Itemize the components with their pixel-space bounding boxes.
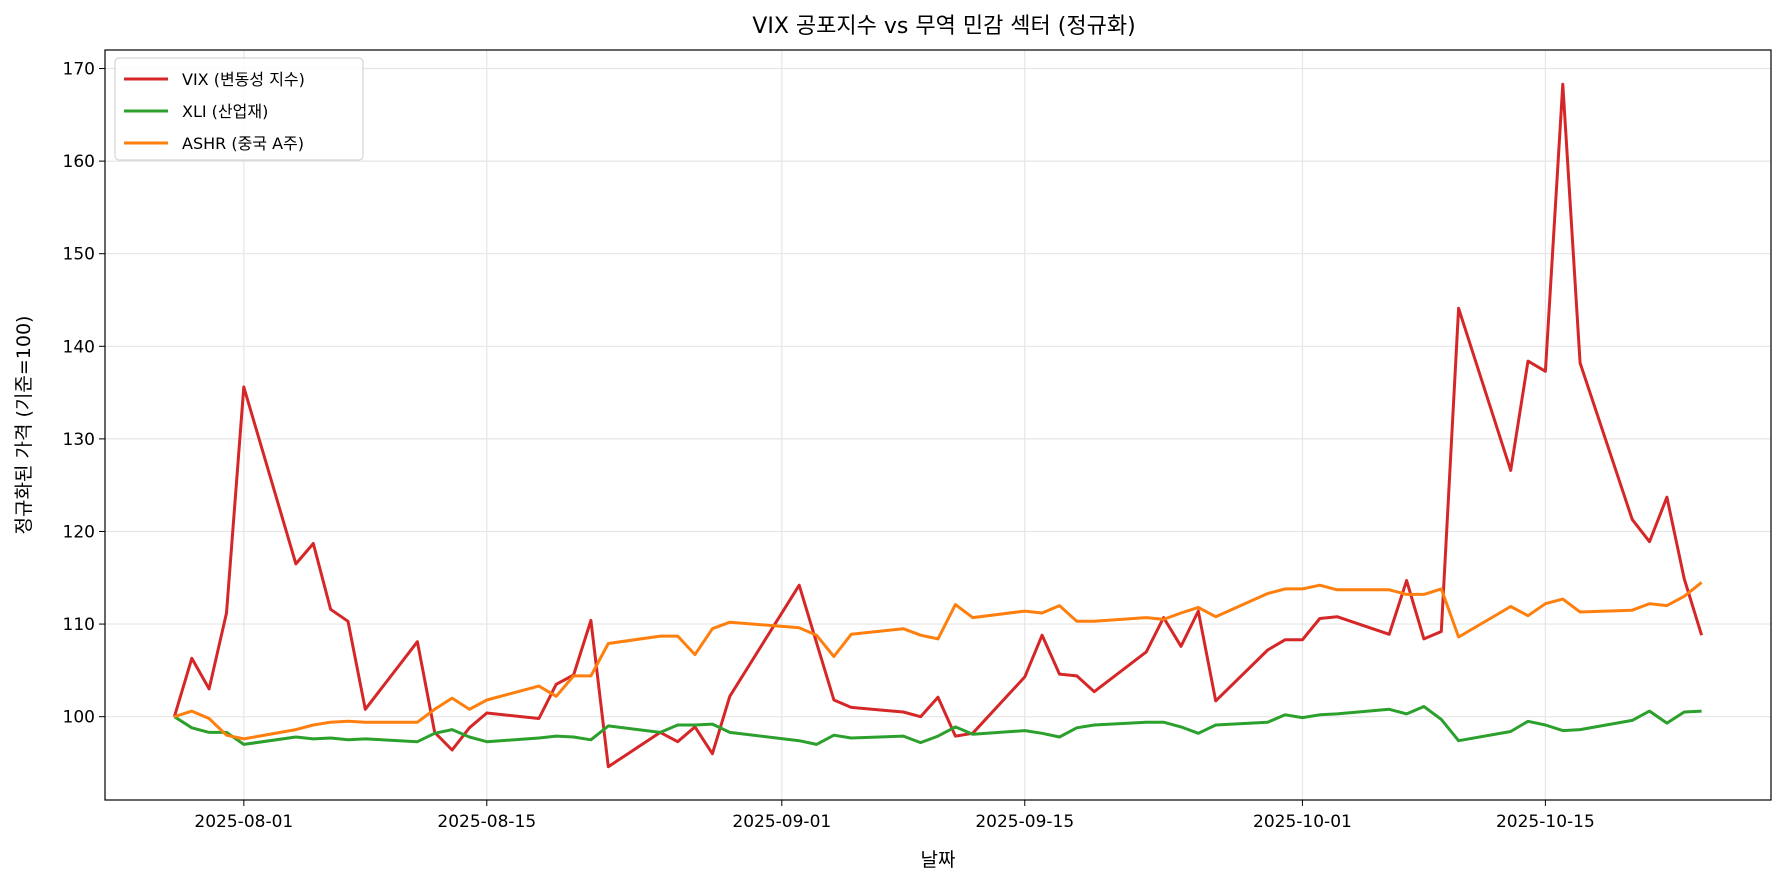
chart-title: VIX 공포지수 vs 무역 민감 섹터 (정규화) bbox=[752, 14, 1135, 39]
legend-label: ASHR (중국 A주) bbox=[182, 134, 304, 153]
y-tick-label: 170 bbox=[63, 60, 95, 80]
x-tick-label: 2025-10-01 bbox=[1253, 812, 1352, 832]
grid bbox=[105, 50, 1771, 800]
series-lines bbox=[172, 82, 1704, 769]
x-tick-label: 2025-08-15 bbox=[437, 812, 536, 832]
y-tick-label: 100 bbox=[63, 708, 95, 728]
series-line-vix bbox=[172, 82, 1704, 769]
x-axis-label: 날짜 bbox=[921, 849, 956, 871]
x-tick-label: 2025-09-15 bbox=[975, 812, 1074, 832]
legend: VIX (변동성 지수) XLI (산업재) ASHR (중국 A주) bbox=[114, 57, 364, 161]
series-line-xli bbox=[173, 705, 1702, 746]
legend-label: VIX (변동성 지수) bbox=[182, 70, 305, 89]
y-tick-label: 110 bbox=[63, 615, 95, 635]
y-tick-label: 150 bbox=[63, 245, 95, 265]
x-tick-label: 2025-09-01 bbox=[732, 812, 831, 832]
y-axis-label: 정규화된 가격 (기준=100) bbox=[13, 316, 35, 535]
axis-ticks: 2025-08-01 2025-08-15 2025-09-01 2025-09-15… bbox=[63, 60, 1595, 832]
y-tick-label: 160 bbox=[63, 152, 95, 172]
y-tick-label: 140 bbox=[63, 337, 95, 357]
x-tick-label: 2025-10-15 bbox=[1496, 812, 1595, 832]
legend-box bbox=[114, 57, 364, 161]
y-tick-label: 130 bbox=[63, 430, 95, 450]
series-line-ashr bbox=[173, 581, 1703, 741]
y-tick-label: 120 bbox=[63, 522, 95, 542]
x-tick-label: 2025-08-01 bbox=[194, 812, 293, 832]
legend-label: XLI (산업재) bbox=[182, 102, 268, 121]
plot-frame bbox=[104, 49, 1772, 801]
